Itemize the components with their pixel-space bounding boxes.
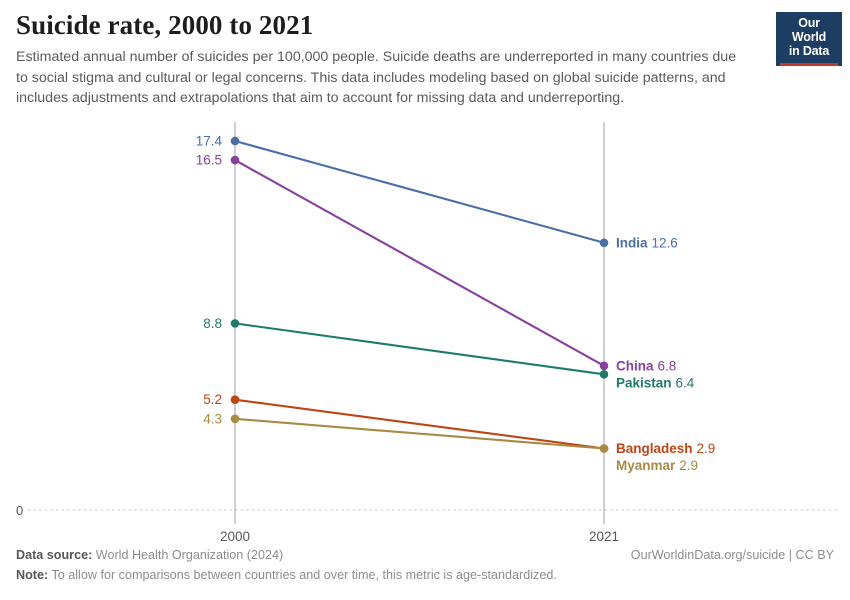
data-point-myanmar-start[interactable] bbox=[230, 414, 240, 424]
footer-source-row: Data source: World Health Organization (… bbox=[16, 546, 834, 566]
page-title: Suicide rate, 2000 to 2021 bbox=[16, 10, 314, 40]
end-label-myanmar[interactable]: Myanmar 2.9 bbox=[616, 458, 698, 473]
data-point-bangladesh-end[interactable] bbox=[599, 444, 609, 453]
end-label-value: 2.9 bbox=[679, 458, 698, 473]
start-value-label-myanmar: 4.3 bbox=[203, 411, 222, 426]
series-line-bangladesh[interactable] bbox=[233, 398, 606, 450]
series-line-pakistan[interactable] bbox=[233, 322, 606, 376]
data-point-china-end[interactable] bbox=[599, 361, 609, 371]
data-source-label: Data source: World Health Organization (… bbox=[16, 548, 284, 562]
start-value-label-pakistan: 8.8 bbox=[203, 316, 222, 331]
data-point-pakistan-start[interactable] bbox=[230, 319, 240, 328]
series-line-myanmar[interactable] bbox=[233, 417, 606, 450]
series-line-india[interactable] bbox=[233, 139, 606, 244]
chart-footer: Data source: World Health Organization (… bbox=[16, 546, 834, 585]
footer-note-row: Note: To allow for comparisons between c… bbox=[16, 566, 834, 586]
logo-line-2: in Data bbox=[788, 44, 830, 58]
end-label-name: Pakistan bbox=[616, 375, 672, 390]
series-line-china[interactable] bbox=[233, 159, 606, 367]
data-point-myanmar-end[interactable] bbox=[599, 444, 609, 453]
end-label-india[interactable]: India 12.6 bbox=[616, 235, 678, 250]
end-label-pakistan[interactable]: Pakistan 6.4 bbox=[616, 375, 695, 390]
note-label: Note: To allow for comparisons between c… bbox=[16, 567, 557, 582]
logo-accent-bar bbox=[780, 62, 838, 66]
footer-link[interactable]: OurWorldinData.org/suicide | CC BY bbox=[630, 548, 834, 562]
x-axis-tick-label-2021: 2021 bbox=[589, 529, 619, 544]
data-point-india-end[interactable] bbox=[599, 238, 609, 248]
end-label-name: Myanmar bbox=[616, 458, 676, 473]
start-value-label-india: 17.4 bbox=[196, 134, 223, 149]
data-point-china-start[interactable] bbox=[230, 155, 240, 165]
data-source-value: World Health Organization (2024) bbox=[92, 548, 284, 562]
data-point-pakistan-end[interactable] bbox=[599, 369, 609, 379]
end-label-china[interactable]: China 6.8 bbox=[616, 358, 676, 373]
start-value-label-china: 16.5 bbox=[196, 153, 222, 168]
logo-line-1: Our World bbox=[791, 16, 827, 44]
end-label-name: India bbox=[616, 235, 648, 250]
end-label-value: 6.8 bbox=[658, 358, 677, 373]
start-value-label-bangladesh: 5.2 bbox=[203, 392, 222, 407]
end-label-name: Bangladesh bbox=[616, 441, 693, 456]
end-label-value: 12.6 bbox=[652, 235, 678, 250]
end-label-value: 6.4 bbox=[676, 375, 695, 390]
chart-header: Suicide rate, 2000 to 2021 Estimated ann… bbox=[16, 10, 756, 109]
end-label-name: China bbox=[616, 358, 654, 373]
end-label-value: 2.9 bbox=[697, 441, 716, 456]
end-label-bangladesh[interactable]: Bangladesh 2.9 bbox=[616, 441, 715, 456]
data-point-bangladesh-start[interactable] bbox=[230, 395, 240, 405]
note-value: To allow for comparisons between countri… bbox=[48, 567, 557, 582]
data-point-india-start[interactable] bbox=[230, 136, 240, 146]
y-axis-zero-label: 0 bbox=[16, 503, 23, 518]
chart-subtitle: Estimated annual number of suicides per … bbox=[16, 49, 737, 107]
x-axis-tick-label-2000: 2000 bbox=[220, 529, 250, 544]
our-world-in-data-logo[interactable]: Our World in Data bbox=[776, 12, 842, 66]
